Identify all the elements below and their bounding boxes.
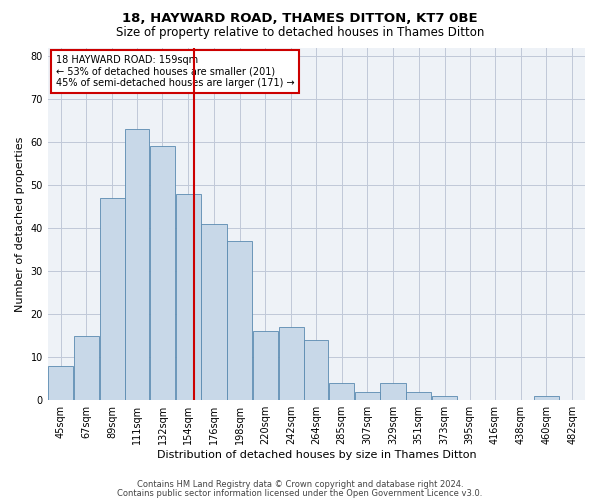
Bar xyxy=(100,198,125,400)
Bar xyxy=(380,383,406,400)
Text: Size of property relative to detached houses in Thames Ditton: Size of property relative to detached ho… xyxy=(116,26,484,39)
Bar xyxy=(74,336,99,400)
Bar xyxy=(355,392,380,400)
Bar xyxy=(150,146,175,400)
Text: Contains HM Land Registry data © Crown copyright and database right 2024.: Contains HM Land Registry data © Crown c… xyxy=(137,480,463,489)
Text: Contains public sector information licensed under the Open Government Licence v3: Contains public sector information licen… xyxy=(118,488,482,498)
X-axis label: Distribution of detached houses by size in Thames Ditton: Distribution of detached houses by size … xyxy=(157,450,476,460)
Y-axis label: Number of detached properties: Number of detached properties xyxy=(15,136,25,312)
Bar xyxy=(278,327,304,400)
Bar xyxy=(125,129,149,400)
Bar xyxy=(227,241,253,400)
Bar xyxy=(253,332,278,400)
Bar xyxy=(534,396,559,400)
Bar xyxy=(406,392,431,400)
Bar xyxy=(48,366,73,400)
Text: 18, HAYWARD ROAD, THAMES DITTON, KT7 0BE: 18, HAYWARD ROAD, THAMES DITTON, KT7 0BE xyxy=(122,12,478,26)
Bar xyxy=(202,224,227,400)
Bar xyxy=(432,396,457,400)
Text: 18 HAYWARD ROAD: 159sqm
← 53% of detached houses are smaller (201)
45% of semi-d: 18 HAYWARD ROAD: 159sqm ← 53% of detache… xyxy=(56,54,295,88)
Bar xyxy=(304,340,328,400)
Bar xyxy=(176,194,201,400)
Bar xyxy=(329,383,354,400)
